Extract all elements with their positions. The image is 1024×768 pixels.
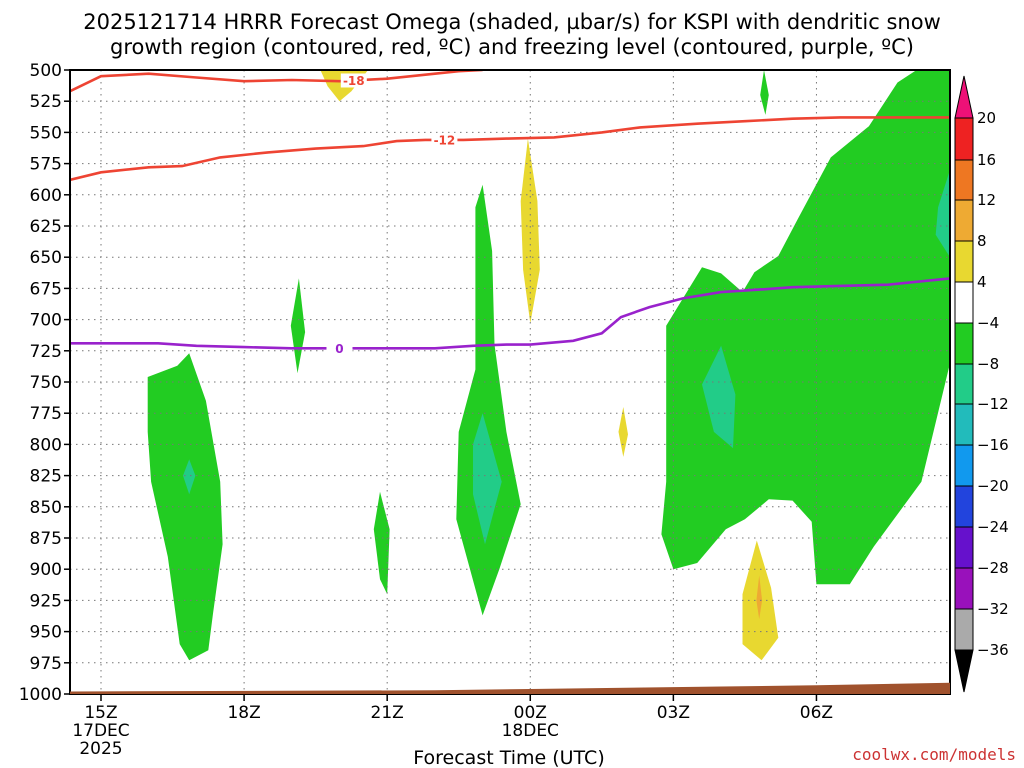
colorbar-swatch-4 <box>954 281 974 324</box>
colorbar-swatch-0 <box>954 117 974 161</box>
dgz-minus18-label: -18 <box>343 74 365 88</box>
sink-core-05z <box>756 575 763 620</box>
colorbar-label-6: −8 <box>977 355 999 373</box>
ascent-core-08z <box>935 169 950 258</box>
chart-title-line-2: growth region (contoured, red, ºC) and f… <box>110 35 914 59</box>
colorbar-swatch-8 <box>954 444 974 487</box>
chart-title-line-1: 2025121714 HRRR Forecast Omega (shaded, … <box>83 10 941 34</box>
colorbar-label-4: 4 <box>977 273 987 291</box>
colorbar-label-2: 12 <box>977 191 996 209</box>
x-tick-label-2025: 2025 <box>79 739 122 759</box>
ascent-column-03z <box>661 70 950 585</box>
credit-text: coolwx.com/models <box>852 745 1016 764</box>
colorbar-label-7: −12 <box>977 395 1009 413</box>
y-tick-label-875: 875 <box>30 529 62 549</box>
colorbar-label-0: 20 <box>977 109 996 127</box>
y-tick-label-750: 750 <box>30 373 62 393</box>
dgz-minus18-label-bg <box>340 73 367 88</box>
x-axis-label: Forecast Time (UTC) <box>413 747 604 768</box>
x-tick-label-21Z: 21Z <box>371 703 404 723</box>
sink-sliver-02z <box>618 407 628 457</box>
ascent-core-16z <box>183 459 196 495</box>
y-tick-label-700: 700 <box>30 311 62 331</box>
colorbar-label-1: 16 <box>977 151 996 169</box>
colorbar-label-10: −24 <box>977 518 1009 536</box>
colorbar-swatch-3 <box>954 240 974 283</box>
y-tick-label-775: 775 <box>30 404 62 424</box>
colorbar-swatch-10 <box>954 526 974 569</box>
colorbar-label-13: −36 <box>977 641 1009 659</box>
ascent-column-23z <box>456 184 521 616</box>
y-tick-label-1000: 1000 <box>19 685 62 705</box>
dgz-minus12-line <box>70 116 950 182</box>
ascent-core-23z <box>473 413 502 545</box>
y-tick-label-500: 500 <box>30 61 62 81</box>
colorbar-swatch-9 <box>954 485 974 528</box>
ground-terrain <box>70 682 950 694</box>
colorbar-bottom-arrow <box>954 649 974 693</box>
omega-shading-layer <box>147 70 950 661</box>
colorbar-swatch-5 <box>954 322 974 365</box>
ascent-21z <box>373 491 390 595</box>
colorbar-swatch-2 <box>954 199 974 242</box>
y-tick-label-600: 600 <box>30 186 62 206</box>
dgz-minus18-line <box>70 70 483 93</box>
x-tick-label-00Z: 00Z <box>514 703 547 723</box>
y-tick-label-550: 550 <box>30 123 62 143</box>
y-tick-label-625: 625 <box>30 217 62 237</box>
y-tick-label-675: 675 <box>30 279 62 299</box>
x-tick-label-18DEC: 18DEC <box>502 721 559 741</box>
y-axis-pressure-ticks: 500 525 550 575 600 625 650 675 700 725 750 775 800 8… <box>19 61 70 705</box>
ascent-sliver-05z <box>760 70 769 115</box>
colorbar-top-arrow <box>954 75 974 119</box>
colorbar-label-9: −20 <box>977 477 1009 495</box>
x-tick-label-03Z: 03Z <box>657 703 690 723</box>
colorbar-label-11: −28 <box>977 559 1009 577</box>
colorbar-label-5: −4 <box>977 314 999 332</box>
sink-lens-00z <box>520 138 540 324</box>
ascent-19z <box>290 278 306 374</box>
colorbar-swatch-12 <box>954 608 974 651</box>
x-tick-label-06Z: 06Z <box>800 703 833 723</box>
colorbar-label-3: 8 <box>977 232 987 250</box>
y-tick-label-725: 725 <box>30 342 62 362</box>
colorbar-swatch-11 <box>954 567 974 610</box>
y-tick-label-825: 825 <box>30 467 62 487</box>
x-tick-label-18Z: 18Z <box>227 703 260 723</box>
gridlines <box>70 69 950 695</box>
y-tick-label-975: 975 <box>30 654 62 674</box>
y-tick-label-850: 850 <box>30 498 62 518</box>
colorbar-label-12: −32 <box>977 600 1009 618</box>
ascent-core-03z <box>702 345 736 449</box>
x-tick-label-15Z: 15Z <box>84 703 117 723</box>
dgz-minus12-label-bg <box>431 132 458 147</box>
y-tick-label-575: 575 <box>30 155 62 175</box>
y-tick-label-925: 925 <box>30 591 62 611</box>
dgz-minus12-label: -12 <box>434 133 456 147</box>
y-tick-label-650: 650 <box>30 248 62 268</box>
x-tick-label-17DEC: 17DEC <box>72 721 129 741</box>
colorbar-swatch-6 <box>954 363 974 405</box>
freezing-level-label-bg <box>326 341 353 356</box>
freezing-level-label: 0 <box>335 342 343 356</box>
y-tick-label-950: 950 <box>30 623 62 643</box>
colorbar-label-8: −16 <box>977 436 1009 454</box>
freezing-level-line <box>70 277 950 350</box>
y-tick-label-800: 800 <box>30 435 62 455</box>
y-tick-label-525: 525 <box>30 92 62 112</box>
colorbar-legend: 20 16 12 8 4 −4 −8 −12 −16 −20 −24 −28 −32 −36 <box>954 75 1009 693</box>
contour-layer: -18 -12 0 <box>70 70 950 356</box>
y-tick-label-900: 900 <box>30 560 62 580</box>
colorbar-swatch-7 <box>954 403 974 446</box>
colorbar-swatch-1 <box>954 159 974 201</box>
